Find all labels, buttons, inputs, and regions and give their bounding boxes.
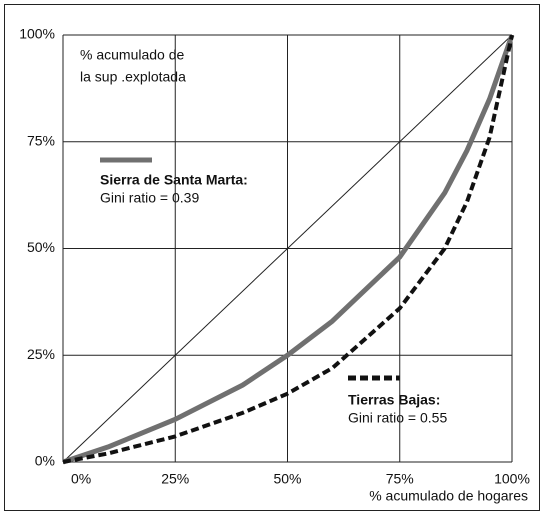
x-tick-label: 75% bbox=[386, 471, 414, 487]
y-tick-label: 100% bbox=[19, 26, 55, 42]
y-label: % acumulado de bbox=[80, 47, 185, 63]
y-tick-label: 75% bbox=[27, 132, 55, 148]
frame bbox=[4, 4, 540, 511]
series-line bbox=[62, 34, 515, 465]
y-tick-label: 50% bbox=[27, 239, 55, 255]
y-label: la sup .explotada bbox=[80, 69, 186, 85]
x-tick-label: 100% bbox=[494, 471, 530, 487]
annotation: Gini ratio = 0.55 bbox=[348, 410, 447, 426]
annotation: Gini ratio = 0.39 bbox=[100, 190, 199, 206]
y-tick-label: 0% bbox=[35, 453, 55, 469]
legend-label: Sierra de Santa Marta: bbox=[100, 172, 248, 188]
x-tick-label: 50% bbox=[273, 471, 301, 487]
x-tick-label: 25% bbox=[161, 471, 189, 487]
x-label: % acumulado de hogares bbox=[369, 488, 528, 504]
equality-line bbox=[62, 34, 513, 463]
legend-label: Tierras Bajas: bbox=[348, 392, 440, 408]
y-tick-label: 25% bbox=[27, 346, 55, 362]
x-tick-label: 0% bbox=[71, 471, 91, 487]
